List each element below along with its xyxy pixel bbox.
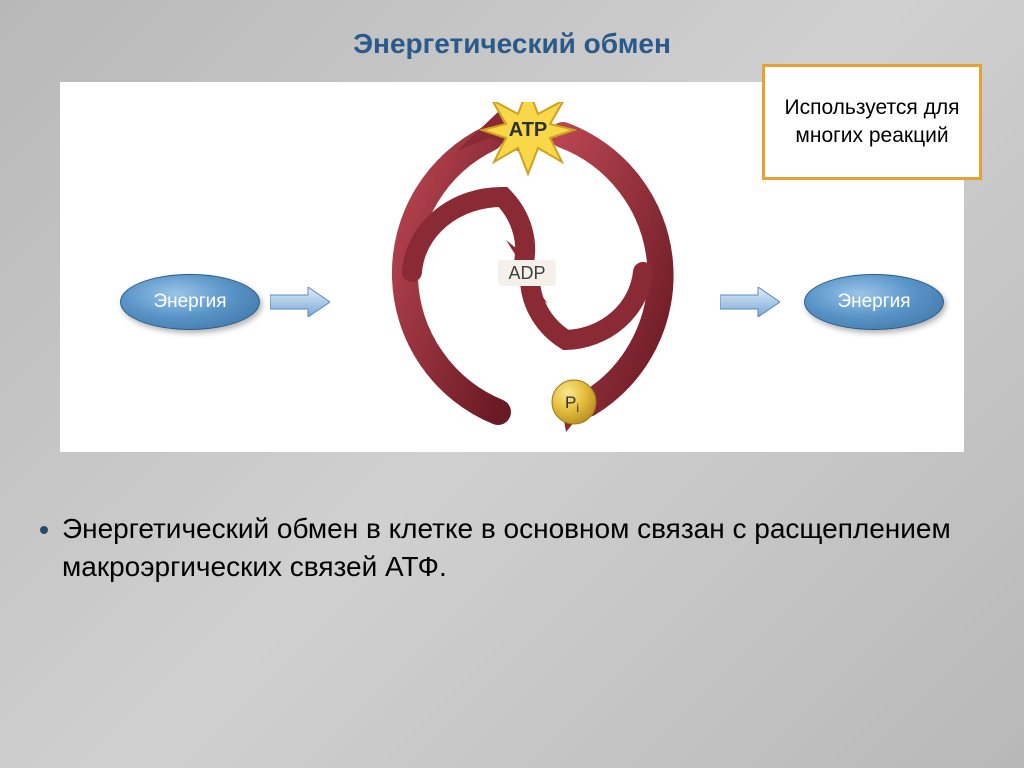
bullet-dot-icon [40, 526, 48, 534]
energy-label-left: Энергия [153, 291, 226, 313]
bullet-text: Энергетический обмен в клетке в основном… [62, 510, 984, 586]
bullet-section: Энергетический обмен в клетке в основном… [40, 510, 984, 586]
callout-box: Используется для многих реакций [762, 64, 982, 180]
energy-badge-right: Энергия [804, 274, 944, 330]
bullet-item: Энергетический обмен в клетке в основном… [40, 510, 984, 586]
atp-adp-cycle: ATP ADP Pi [358, 102, 698, 442]
blue-arrow-out [720, 287, 780, 317]
atp-label: ATP [509, 119, 548, 141]
blue-arrow-in [270, 287, 330, 317]
adp-label: ADP [508, 263, 545, 283]
energy-label-right: Энергия [837, 291, 910, 313]
slide-title: Энергетический обмен [0, 0, 1024, 60]
energy-badge-left: Энергия [120, 274, 260, 330]
callout-text: Используется для многих реакций [773, 94, 971, 151]
